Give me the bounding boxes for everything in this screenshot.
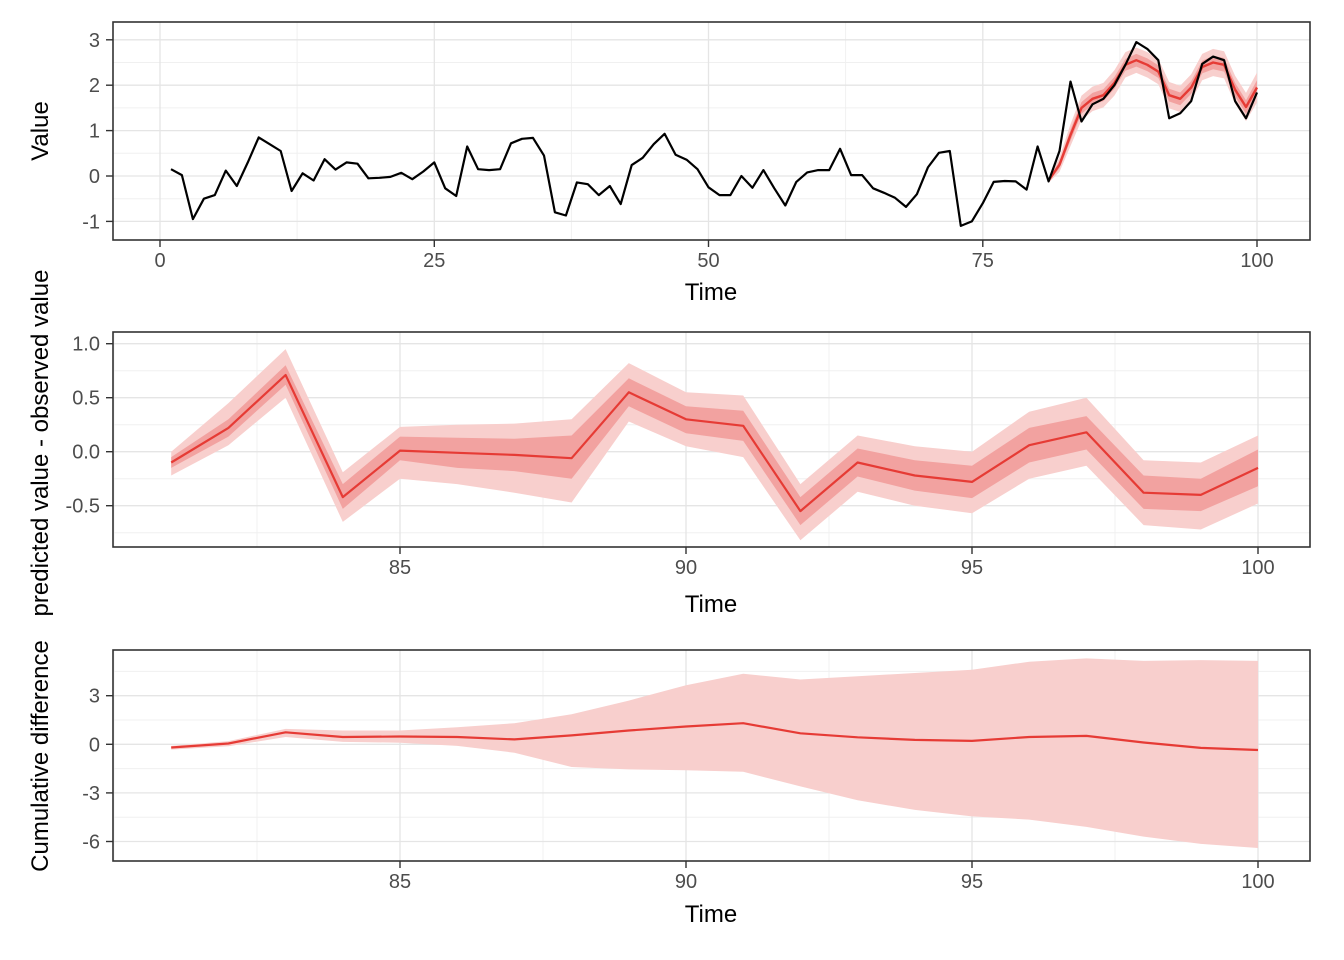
y-tick-label: 1 xyxy=(89,121,100,143)
y-tick-label: 0.5 xyxy=(72,388,100,410)
x-tick-label: 100 xyxy=(1240,250,1273,272)
pointwise-interval-outer-band xyxy=(171,349,1259,541)
y-tick-label: 0 xyxy=(89,734,100,756)
x-tick-label: 95 xyxy=(961,871,983,893)
x-tick-label: 85 xyxy=(389,557,411,579)
cumulative-difference-line xyxy=(171,722,1259,752)
y-tick-label: 0.0 xyxy=(72,442,100,464)
y-tick-label: 3 xyxy=(89,686,100,708)
panel-border xyxy=(112,649,1311,862)
x-tick-label: 50 xyxy=(697,250,719,272)
x-axis-title-cumulative: Time xyxy=(685,901,737,928)
y-tick-label: 3 xyxy=(89,30,100,52)
panel-border xyxy=(112,331,1311,548)
tick-marks xyxy=(106,695,1259,868)
y-tick-label: 1.0 xyxy=(72,334,100,356)
panel-cumulative: 85 90 95 100 3 0 -3 -6 xyxy=(82,649,1311,893)
y-tick-label: -6 xyxy=(82,832,100,854)
x-tick-label: 100 xyxy=(1241,557,1274,579)
y-tick-label: 0 xyxy=(89,166,100,188)
x-axis-title-original: Time xyxy=(685,279,737,306)
x-tick-label: 100 xyxy=(1241,871,1274,893)
predicted-line xyxy=(1047,59,1259,182)
cumulative-interval-band xyxy=(171,658,1259,848)
panel-pointwise: 85 90 95 100 1.0 0.5 0.0 -0.5 xyxy=(66,331,1311,579)
y-tick-label: -1 xyxy=(82,211,100,233)
y-axis-title-value: Value xyxy=(27,101,54,161)
gridlines-major xyxy=(113,22,1310,240)
x-tick-label: 85 xyxy=(389,871,411,893)
y-tick-label: -0.5 xyxy=(66,496,100,518)
y-tick-label: 2 xyxy=(89,75,100,97)
y-axis-title-pointwise: predicted value - observed value xyxy=(27,270,54,617)
x-tick-label: 90 xyxy=(675,557,697,579)
y-axis-title-cumulative: Cumulative difference xyxy=(27,640,54,872)
x-tick-label: 75 xyxy=(972,250,994,272)
prediction-interval-outer-band xyxy=(1048,47,1257,183)
x-tick-label: 25 xyxy=(423,250,445,272)
observed-line xyxy=(170,40,1259,227)
tick-marks xyxy=(106,39,1258,247)
pointwise-interval-inner-band xyxy=(171,365,1259,526)
y-tick-label: -3 xyxy=(82,783,100,805)
x-tick-label: 0 xyxy=(154,250,165,272)
x-tick-label: 95 xyxy=(961,557,983,579)
x-tick-label: 90 xyxy=(675,871,697,893)
panel-original: 0 25 50 75 100 3 2 1 0 -1 xyxy=(82,21,1311,272)
tick-marks xyxy=(106,343,1259,554)
pointwise-difference-line xyxy=(170,373,1259,513)
x-axis-title-pointwise: Time xyxy=(685,591,737,618)
